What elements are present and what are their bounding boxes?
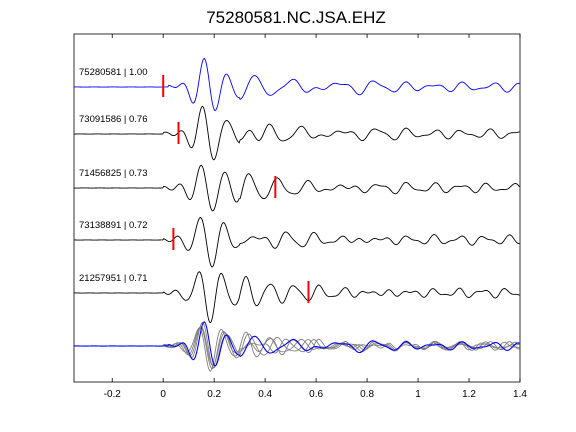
x-tick-label: 1.2	[462, 389, 476, 400]
trace-21257951: 21257951 | 0.71	[73, 271, 520, 324]
waveform-line	[73, 216, 520, 268]
x-tick-label: 0.2	[207, 389, 221, 400]
trace-label: 73091586 | 0.76	[79, 114, 148, 125]
waveform-line	[73, 57, 520, 111]
traces-layer: 75280581 | 1.00 73091586 | 0.76 71456825 |…	[73, 57, 520, 372]
waveform-line	[73, 105, 520, 161]
waveform-line	[73, 164, 520, 212]
chart-title: 75280581.NC.JSA.EHZ	[206, 8, 386, 27]
x-tick-label: 0.8	[360, 389, 374, 400]
trace-75280581: 75280581 | 1.00	[73, 57, 520, 111]
waveform-line	[73, 271, 520, 324]
x-tick-label: 1	[415, 389, 421, 400]
overlay-stack	[73, 321, 520, 372]
trace-label: 21257951 | 0.71	[79, 273, 148, 284]
x-tick-label: -0.2	[104, 389, 122, 400]
plot-frame	[73, 33, 521, 383]
x-tick-label: 0.4	[258, 389, 272, 400]
x-tick-label: 0	[160, 389, 166, 400]
x-tick-label: 0.6	[309, 389, 323, 400]
trace-73091586: 73091586 | 0.76	[73, 105, 520, 161]
trace-73138891: 73138891 | 0.72	[73, 216, 520, 268]
x-axis: -0.2 0 0.2 0.4 0.6 0.8 1 1.2 1.4	[104, 34, 527, 400]
x-tick-label: 1.4	[513, 389, 527, 400]
overlay-reference-trace	[73, 321, 520, 367]
trace-label: 71456825 | 0.73	[79, 168, 148, 179]
trace-71456825: 71456825 | 0.73	[73, 164, 520, 212]
trace-label: 75280581 | 1.00	[79, 67, 148, 78]
trace-label: 73138891 | 0.72	[79, 220, 148, 231]
